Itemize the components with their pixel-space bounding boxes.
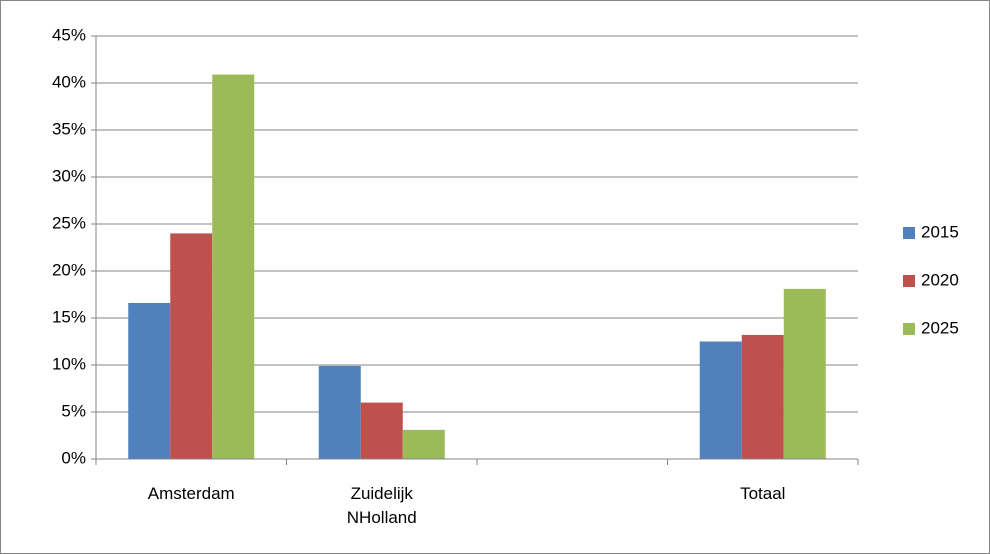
legend-label: 2025 xyxy=(921,318,959,337)
y-tick-label: 20% xyxy=(52,260,86,279)
bar xyxy=(783,288,826,459)
bar xyxy=(170,233,213,459)
y-tick-label: 40% xyxy=(52,72,86,91)
bar xyxy=(402,429,445,459)
x-tick-label: Totaal xyxy=(740,484,786,503)
y-tick-label: 5% xyxy=(61,401,86,420)
y-tick-label: 0% xyxy=(61,448,86,467)
bar xyxy=(212,74,255,459)
x-tick-label: Zuidelijk NHolland xyxy=(346,484,417,527)
y-tick-label: 15% xyxy=(52,307,86,326)
x-tick-label: Amsterdam xyxy=(147,484,235,503)
legend-swatch xyxy=(903,275,915,287)
y-tick-label: 10% xyxy=(52,354,86,373)
y-tick-label: 30% xyxy=(52,166,86,185)
y-tick-label: 45% xyxy=(52,25,86,44)
y-tick-label: 35% xyxy=(52,119,86,138)
bar xyxy=(128,302,171,459)
legend-label: 2020 xyxy=(921,270,959,289)
bar xyxy=(741,334,784,459)
bar xyxy=(360,402,403,459)
bar xyxy=(318,365,361,459)
bar xyxy=(699,341,742,459)
legend-swatch xyxy=(903,323,915,335)
legend-label: 2015 xyxy=(921,222,959,241)
legend-swatch xyxy=(903,227,915,239)
y-tick-label: 25% xyxy=(52,213,86,232)
